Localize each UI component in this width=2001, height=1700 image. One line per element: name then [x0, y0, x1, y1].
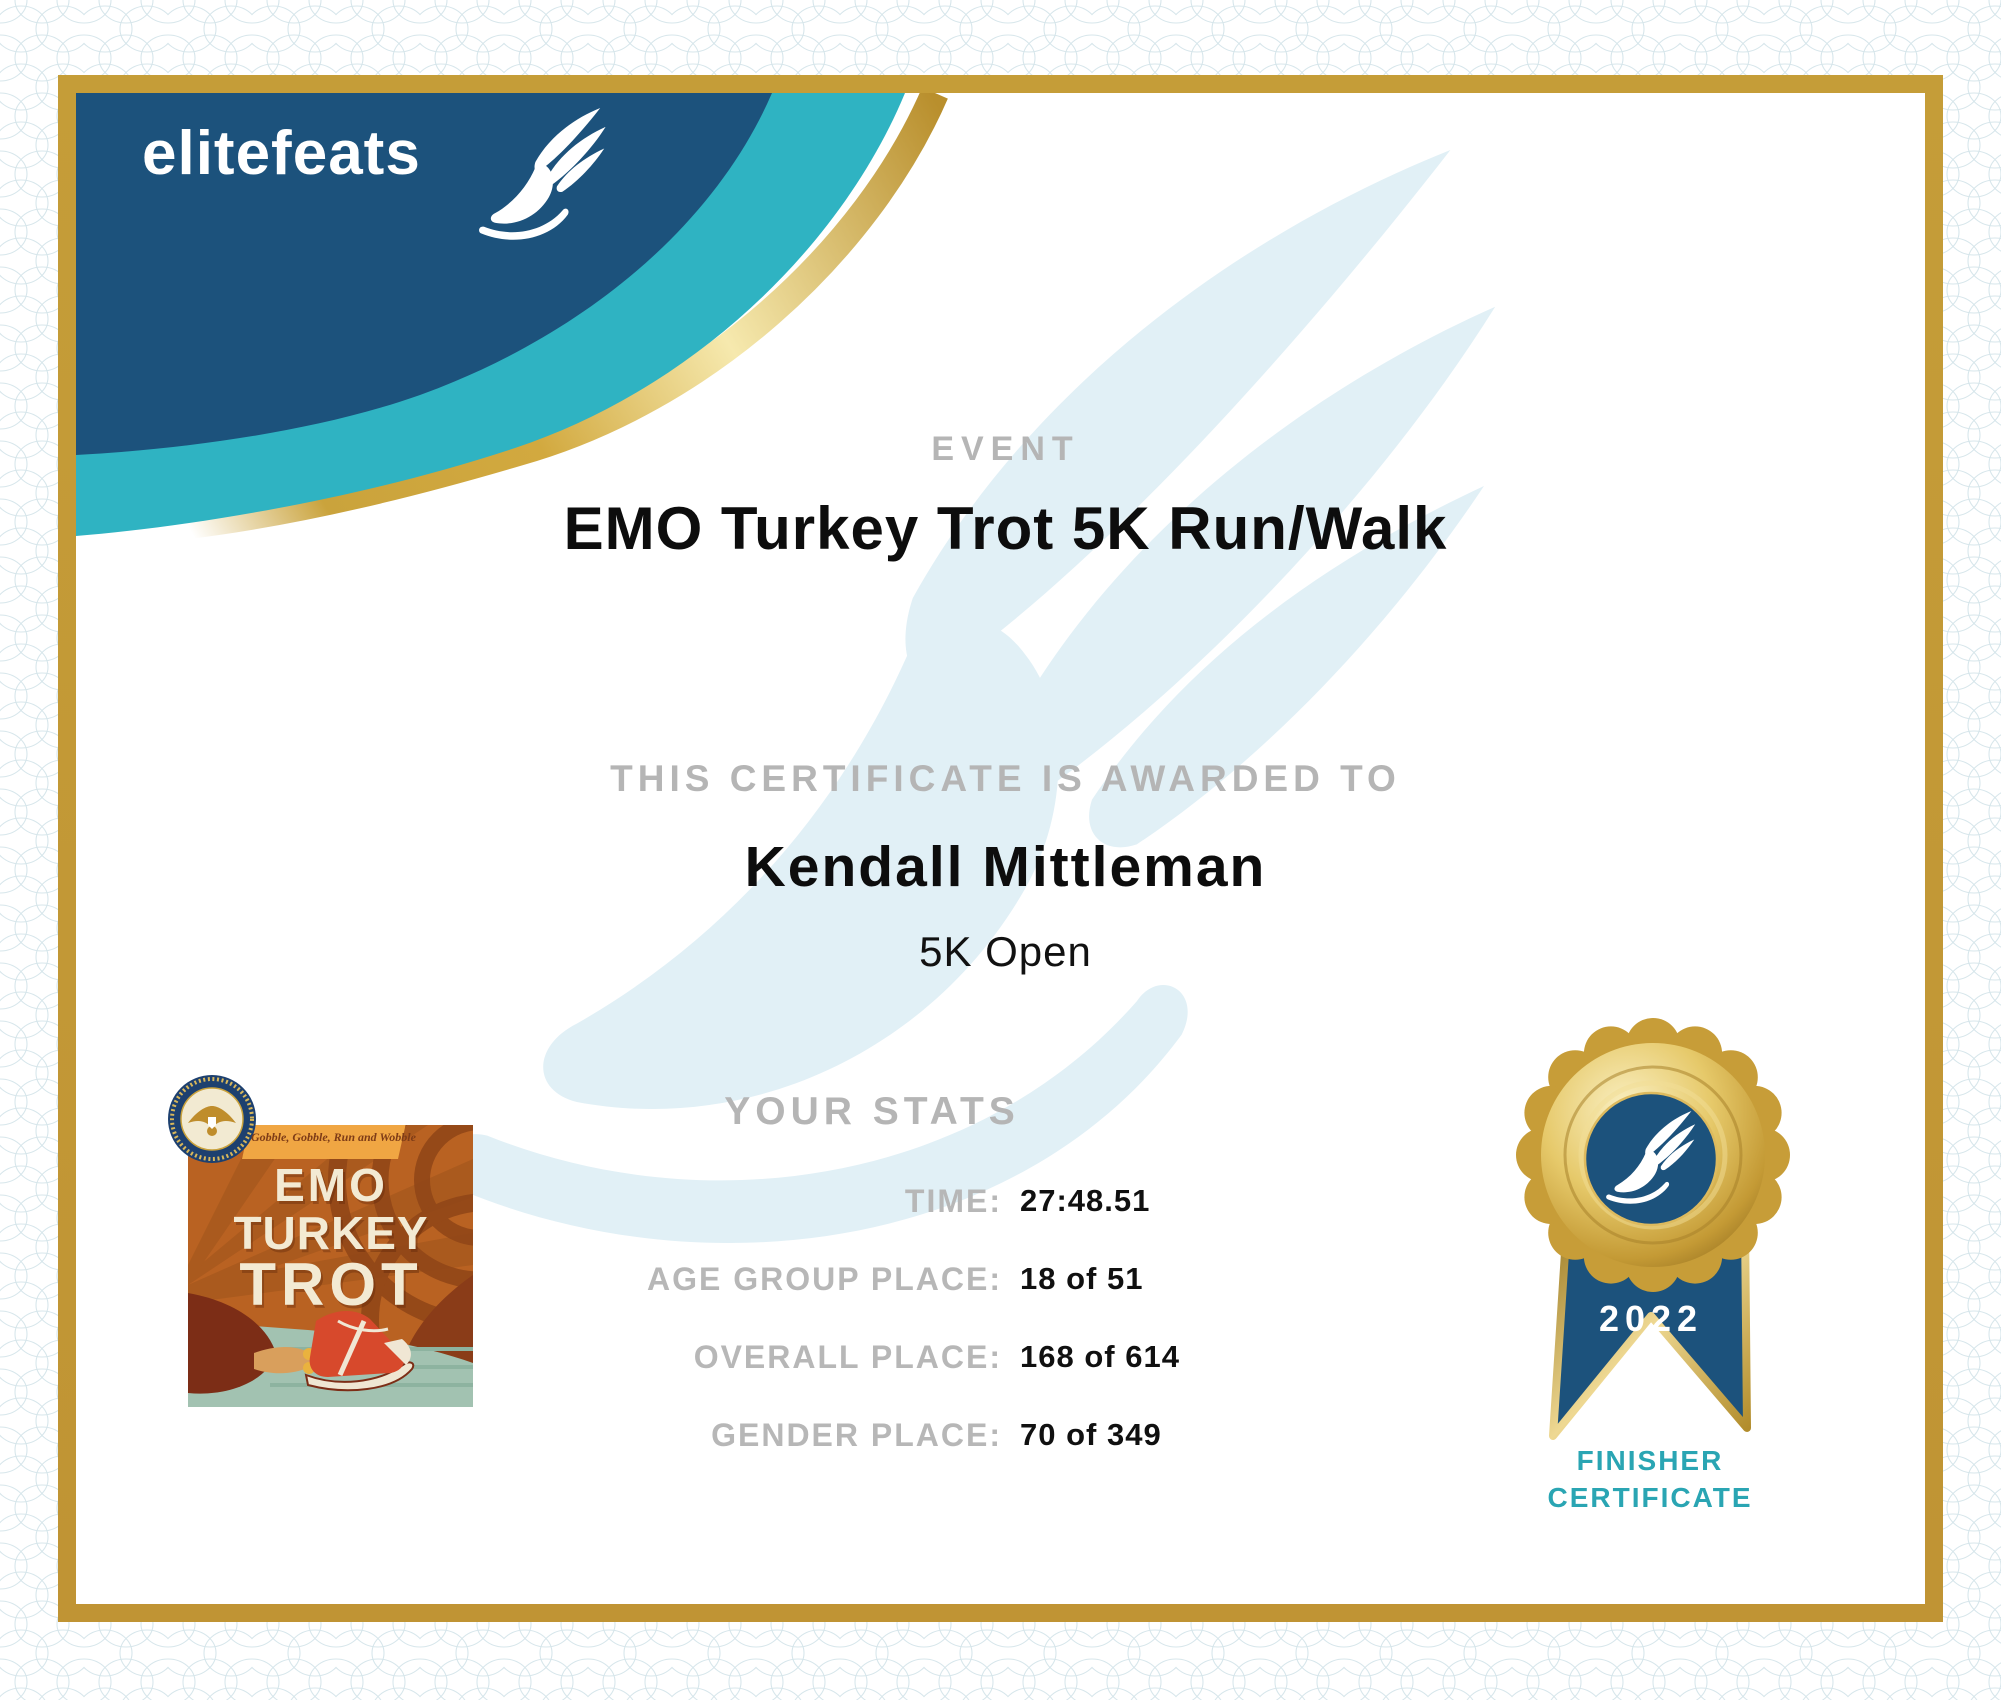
awarded-intro: THIS CERTIFICATE IS AWARDED TO: [610, 758, 1401, 799]
stat-value-overall-place: 168 of 614: [1020, 1339, 1180, 1374]
finisher-certificate-label: FINISHER CERTIFICATE: [1547, 1442, 1752, 1516]
stat-value-time: 27:48.51: [1020, 1183, 1151, 1218]
brand-logo-text: elitefeats: [142, 119, 421, 188]
stat-label-age-group-place: AGE GROUP PLACE:: [647, 1260, 1002, 1297]
medal-year: 2022: [1599, 1298, 1703, 1339]
header-swoosh: [76, 87, 948, 540]
stat-value-gender-place: 70 of 349: [1020, 1417, 1162, 1452]
event-logo-art: [188, 1125, 473, 1407]
event-logo-word-emo: EMO: [274, 1159, 388, 1211]
event-name: EMO Turkey Trot 5K Run/Walk: [563, 495, 1448, 562]
finisher-line: FINISHER: [1576, 1445, 1724, 1476]
stats-title: YOUR STATS: [724, 1090, 1020, 1133]
event-logo-seal: [168, 1075, 256, 1163]
gold-swoosh-curve: [178, 87, 948, 540]
medal-rosette: [1516, 1018, 1790, 1292]
stat-label-overall-place: OVERALL PLACE:: [693, 1338, 1002, 1375]
stat-value-age-group-place: 18 of 51: [1020, 1261, 1144, 1296]
stat-label-time: TIME:: [904, 1182, 1002, 1219]
finisher-medal: 2022: [1516, 1018, 1790, 1440]
stat-label-gender-place: GENDER PLACE:: [711, 1416, 1002, 1453]
gold-frame: [58, 75, 1943, 1622]
logo-banner: [242, 1125, 406, 1159]
event-logo-word-turkey: TURKEY: [233, 1207, 429, 1259]
event-logo-banner-text: Gobble, Gobble, Run and Wobble: [251, 1130, 416, 1144]
navy-swoosh: [76, 93, 772, 455]
division-name: 5K Open: [919, 928, 1092, 975]
event-label: EVENT: [931, 430, 1080, 468]
event-logo-word-trot: TROT: [239, 1251, 423, 1318]
recipient-name: Kendall Mittleman: [744, 835, 1267, 899]
certificate-line: CERTIFICATE: [1547, 1482, 1753, 1513]
stats-table: TIME: 27:48.51 AGE GROUP PLACE: 18 of 51…: [76, 1162, 1576, 1474]
